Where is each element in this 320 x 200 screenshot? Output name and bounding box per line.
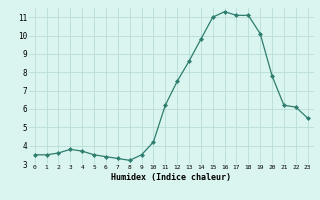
X-axis label: Humidex (Indice chaleur): Humidex (Indice chaleur) [111,173,231,182]
